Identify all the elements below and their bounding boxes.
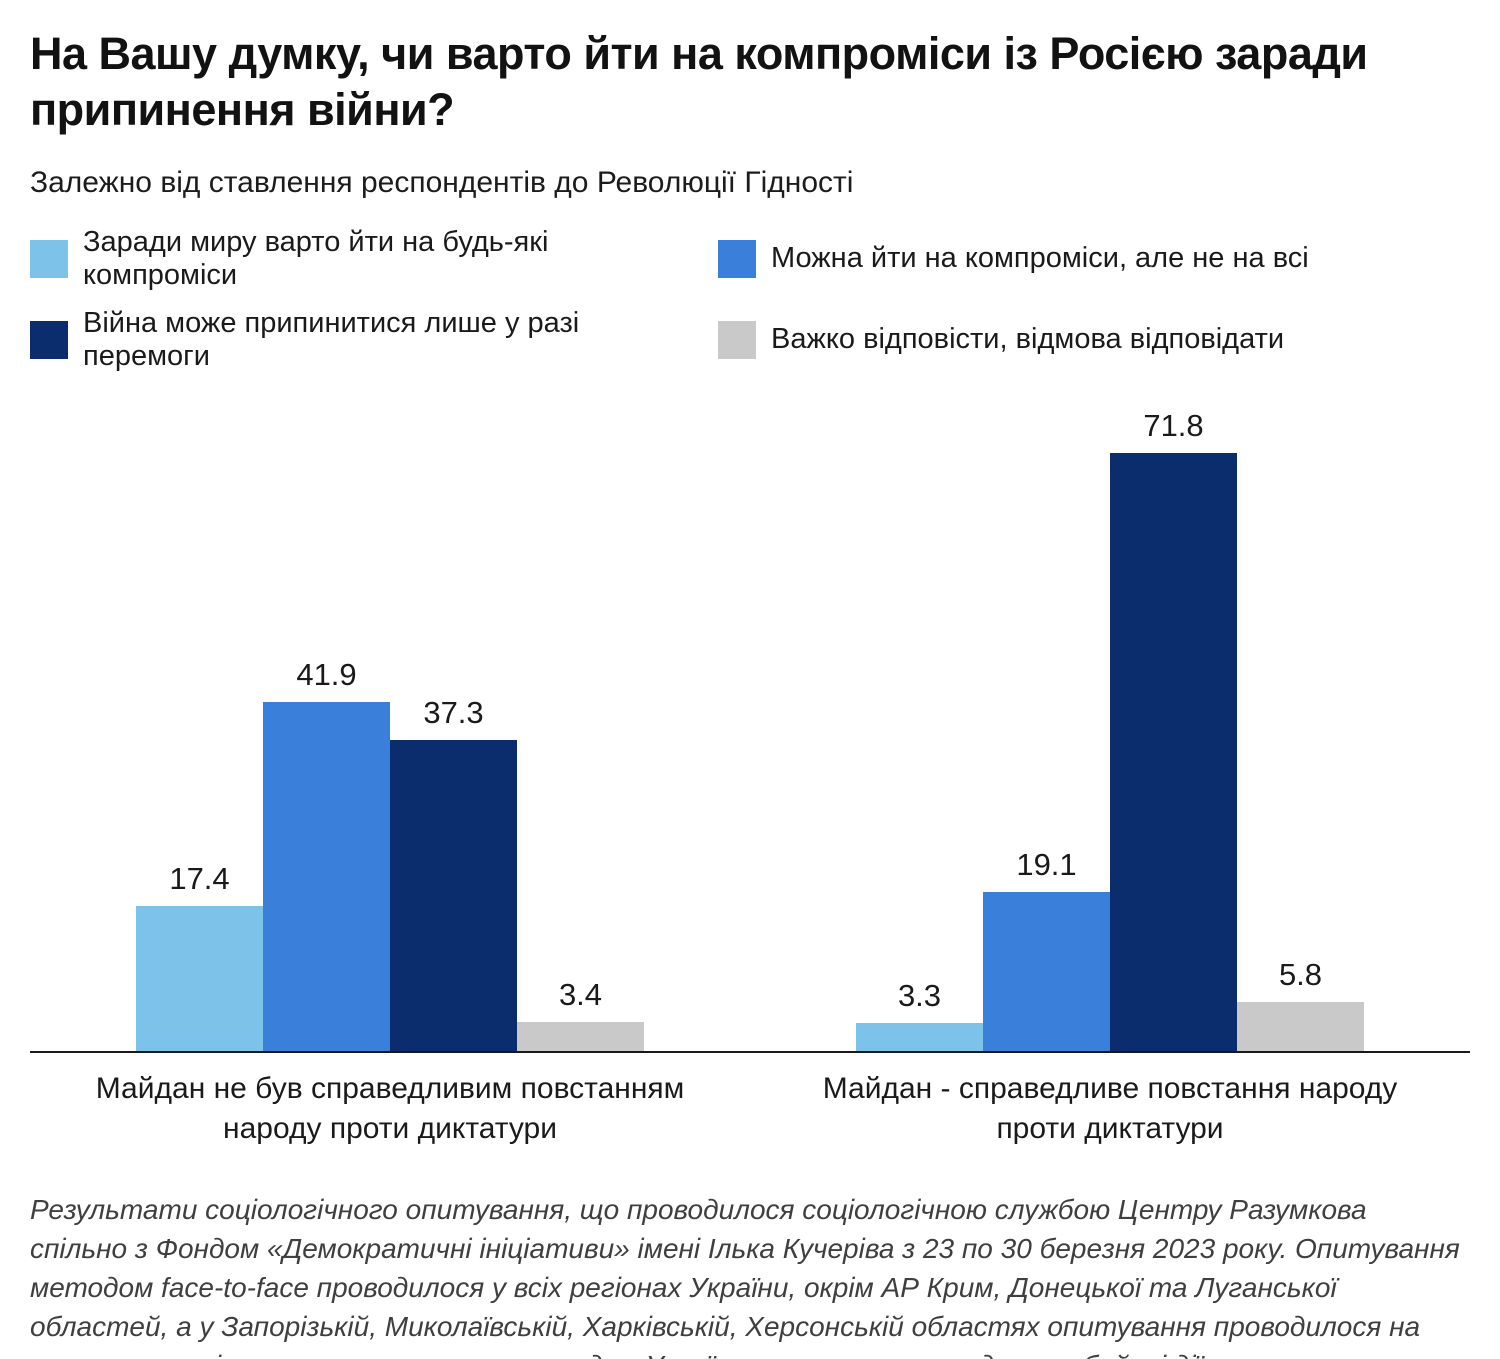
legend-swatch [30, 320, 68, 359]
legend-item: Заради миру варто йти на будь-які компро… [30, 226, 708, 292]
bar-value-label: 17.4 [169, 860, 230, 896]
legend-swatch [718, 320, 756, 359]
bar-value-label: 5.8 [1278, 957, 1323, 993]
chart-title: На Вашу думку, чи варто йти на компроміс… [30, 28, 1368, 135]
bar [390, 739, 517, 1051]
bar-slot: 19.1 [983, 847, 1110, 1051]
bar-value-label: 41.9 [296, 656, 357, 692]
bar-group: 3.3 19.1 71.8 5.8 [750, 403, 1470, 1051]
bar-value-label: 3.4 [558, 977, 603, 1013]
bar [263, 701, 390, 1051]
legend-swatch [30, 239, 68, 278]
plot-area: 17.4 41.9 37.3 3.4 3.3 19.1 71.8 5.8 [30, 403, 1470, 1053]
bar [1237, 1002, 1364, 1051]
legend-swatch [718, 239, 756, 278]
category-labels: Майдан не був справедливим повстанням на… [30, 1069, 1470, 1150]
bar [517, 1022, 644, 1051]
category-label: Майдан не був справедливим повстанням на… [95, 1071, 685, 1146]
legend-label: Можна йти на компроміси, але не на всі [771, 242, 1309, 275]
bar-slot: 5.8 [1237, 957, 1364, 1051]
bar [983, 891, 1110, 1051]
bar-value-label: 19.1 [1016, 846, 1077, 882]
bar-slot: 41.9 [263, 657, 390, 1051]
bar-value-label: 37.3 [423, 694, 484, 730]
legend-label: Важко відповісти, відмова відповідати [771, 323, 1285, 356]
legend-item: Важко відповісти, відмова відповідати [718, 307, 1470, 373]
bar-value-label: 3.3 [897, 978, 942, 1014]
category-label: Майдан - справедливе повстання народу пр… [822, 1071, 1398, 1146]
bar [856, 1023, 983, 1051]
bar-slot: 17.4 [136, 861, 263, 1051]
bar-slot: 37.3 [390, 695, 517, 1051]
legend-item: Можна йти на компроміси, але не на всі [718, 226, 1470, 292]
bar-value-label: 71.8 [1143, 407, 1204, 443]
legend-item: Війна може припинитися лише у разі перем… [30, 307, 708, 373]
legend: Заради миру варто йти на будь-які компро… [30, 226, 1470, 373]
bar-slot: 3.3 [856, 978, 983, 1051]
footnote: Результати соціологічного опитування, що… [30, 1193, 1460, 1359]
legend-label: Заради миру варто йти на будь-які компро… [83, 225, 549, 291]
chart-subtitle: Залежно від ставлення респондентів до Ре… [30, 165, 854, 199]
bar [136, 905, 263, 1051]
bar-slot: 3.4 [517, 977, 644, 1051]
bar-slot: 71.8 [1110, 408, 1237, 1051]
bar-group: 17.4 41.9 37.3 3.4 [30, 403, 750, 1051]
bar [1110, 452, 1237, 1051]
legend-label: Війна може припинитися лише у разі перем… [83, 306, 580, 372]
